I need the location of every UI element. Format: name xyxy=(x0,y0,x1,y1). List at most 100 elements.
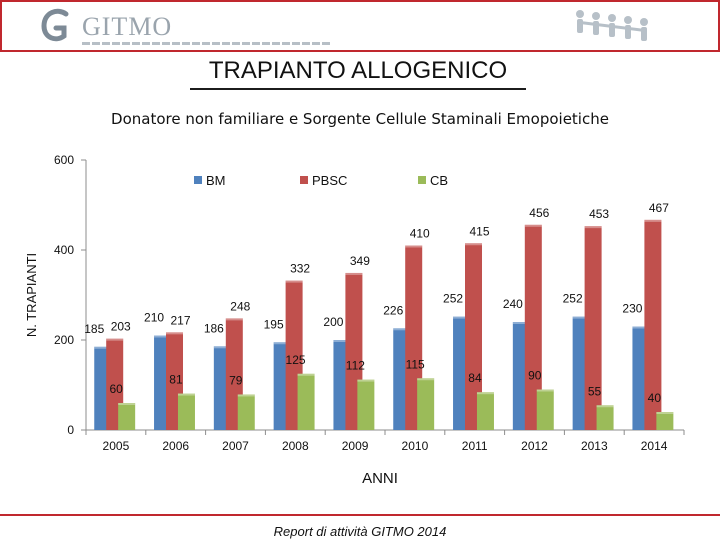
bar-highlight xyxy=(94,346,112,349)
footer-bar: Report di attività GITMO 2014 xyxy=(0,514,720,542)
data-label-pbsc: 410 xyxy=(410,227,430,241)
legend-label-bm: BM xyxy=(206,173,226,188)
bar-highlight xyxy=(333,340,351,342)
bar-highlight xyxy=(465,243,483,246)
bar-highlight xyxy=(285,280,303,283)
bar-highlight xyxy=(536,389,554,392)
x-tick-label: 2010 xyxy=(402,439,429,453)
x-tick-label: 2012 xyxy=(521,439,548,453)
data-label-cb: 112 xyxy=(346,359,365,373)
x-tick-label: 2011 xyxy=(462,439,488,453)
data-label-pbsc: 456 xyxy=(529,206,549,220)
x-tick-label: 2014 xyxy=(641,439,668,453)
bar-pbsc xyxy=(465,243,483,430)
bar-highlight xyxy=(345,272,363,275)
data-label-cb: 125 xyxy=(286,353,306,367)
header-banner: GITMO xyxy=(0,0,720,52)
data-label-pbsc: 217 xyxy=(170,313,190,327)
footer-text: Report di attività GITMO 2014 xyxy=(273,524,447,539)
bar-highlight xyxy=(596,405,614,408)
bar-cb xyxy=(476,392,494,430)
legend-label-cb: CB xyxy=(430,173,448,188)
data-label-bm: 185 xyxy=(84,322,104,336)
bar-highlight xyxy=(656,412,674,414)
gitmo-logo: GITMO xyxy=(38,6,338,46)
data-label-pbsc: 203 xyxy=(111,320,131,334)
bar-highlight xyxy=(632,326,650,329)
bar-highlight xyxy=(273,342,291,345)
data-label-pbsc: 332 xyxy=(290,262,310,276)
data-label-bm: 226 xyxy=(383,303,403,317)
x-tick-label: 2008 xyxy=(282,439,309,453)
legend-swatch-pbsc xyxy=(300,176,308,184)
x-axis-label: ANNI xyxy=(362,470,398,487)
bar-chart: 0 200 400 600 N. TRAPIANTI 2005 185 203 60 2006 21… xyxy=(24,153,685,487)
y-tick-label: 600 xyxy=(54,153,74,167)
gitmo-g-logo-icon xyxy=(41,8,69,42)
bar-highlight xyxy=(524,224,542,227)
data-label-bm: 210 xyxy=(144,311,164,325)
bar-cb xyxy=(297,373,315,430)
bar-highlight xyxy=(417,378,435,381)
data-label-cb: 115 xyxy=(406,357,425,371)
bar-cb xyxy=(357,379,375,430)
logo-text: GITMO xyxy=(82,12,173,41)
data-label-bm: 195 xyxy=(264,317,284,331)
bar-pbsc xyxy=(644,219,662,430)
bar-highlight xyxy=(225,318,243,321)
bar-highlight xyxy=(213,346,231,349)
bar-highlight xyxy=(393,328,411,331)
data-label-bm: 200 xyxy=(323,315,343,329)
legend-swatch-cb xyxy=(418,176,426,184)
y-axis-label: N. TRAPIANTI xyxy=(24,253,39,337)
data-label-bm: 230 xyxy=(622,302,642,316)
data-label-pbsc: 415 xyxy=(469,224,489,238)
data-label-cb: 81 xyxy=(169,373,183,387)
data-label-cb: 55 xyxy=(588,384,602,398)
x-tick-label: 2013 xyxy=(581,439,608,453)
page-title: TRAPIANTO ALLOGENICO xyxy=(190,54,526,90)
bar-cb xyxy=(118,403,136,430)
data-label-cb: 79 xyxy=(229,373,243,387)
bar-highlight xyxy=(453,316,471,319)
bar-highlight xyxy=(177,393,195,396)
bar-pbsc xyxy=(524,224,542,430)
data-label-bm: 252 xyxy=(443,292,463,306)
bar-highlight xyxy=(106,338,124,341)
chart-title: Donatore non familiare e Sorgente Cellul… xyxy=(111,110,609,128)
bar-highlight xyxy=(405,245,423,248)
data-label-pbsc: 453 xyxy=(589,207,609,221)
bar-pbsc xyxy=(584,226,602,430)
bar-highlight xyxy=(357,379,375,382)
x-tick-label: 2009 xyxy=(342,439,369,453)
bar-highlight xyxy=(154,335,172,338)
data-label-bm: 240 xyxy=(503,297,523,311)
legend-label-pbsc: PBSC xyxy=(312,173,347,188)
y-tick-label: 400 xyxy=(54,243,74,257)
bar-highlight xyxy=(118,403,136,405)
bar-cb xyxy=(237,394,255,430)
bar-highlight xyxy=(166,332,184,335)
bar-highlight xyxy=(297,373,315,376)
bar-highlight xyxy=(237,394,255,397)
data-label-cb: 40 xyxy=(648,391,662,405)
bar-cb xyxy=(656,412,674,430)
data-label-pbsc: 248 xyxy=(230,299,250,313)
bar-highlight xyxy=(572,316,590,319)
bar-cb xyxy=(417,378,435,430)
bar-highlight xyxy=(644,219,662,222)
x-tick-label: 2007 xyxy=(222,439,249,453)
data-label-bm: 186 xyxy=(204,321,224,335)
x-tick-label: 2005 xyxy=(103,439,130,453)
y-tick-label: 200 xyxy=(54,333,74,347)
bar-highlight xyxy=(512,322,530,324)
bar-cb xyxy=(177,393,195,430)
y-tick-label: 0 xyxy=(67,423,74,437)
people-chain-icon xyxy=(576,10,648,41)
data-label-pbsc: 349 xyxy=(350,254,370,268)
x-tick-label: 2006 xyxy=(162,439,189,453)
logo-tagline xyxy=(82,42,332,45)
data-label-cb: 60 xyxy=(109,382,123,396)
bar-highlight xyxy=(476,392,494,395)
bar-cb xyxy=(536,389,554,430)
